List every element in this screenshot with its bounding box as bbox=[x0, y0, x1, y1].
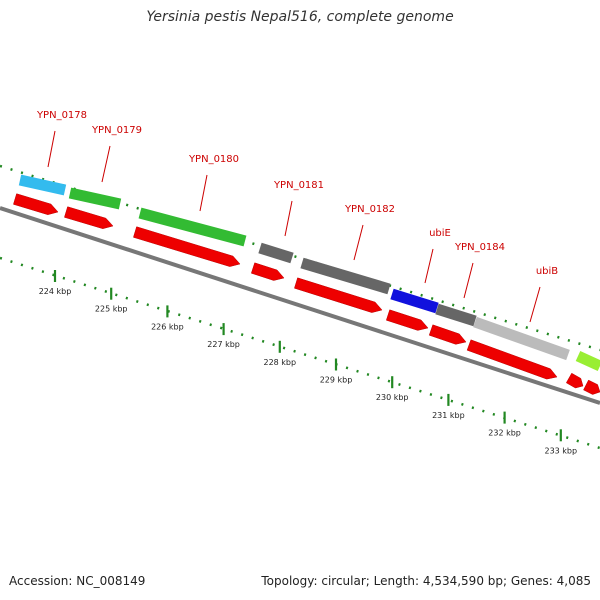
gene-label-leader bbox=[353, 224, 364, 261]
gene-label: YPN_0178 bbox=[36, 110, 87, 121]
cog-feature-3 bbox=[138, 207, 247, 247]
gene-label-leader bbox=[463, 262, 474, 299]
kbp-label: 229 kbp bbox=[320, 376, 353, 385]
cds-arrow-1 bbox=[13, 193, 59, 215]
cds-arrow-7 bbox=[428, 324, 467, 345]
kbp-label: 228 kbp bbox=[263, 358, 296, 367]
kbp-label: 226 kbp bbox=[151, 322, 184, 331]
gene-label: YPN_0184 bbox=[454, 242, 505, 253]
cds-arrow-6 bbox=[385, 309, 429, 331]
gene-label: YPN_0181 bbox=[273, 180, 324, 191]
kbp-label: 231 kbp bbox=[432, 411, 465, 420]
gene-label-leader bbox=[424, 248, 434, 284]
kbp-label: 224 kbp bbox=[39, 287, 72, 296]
accession-text: Accession: NC_008149 bbox=[9, 574, 146, 588]
cds-feature-track bbox=[13, 193, 600, 395]
cog-feature-1 bbox=[18, 174, 67, 196]
gene-labels: YPN_0178 YPN_0179 YPN_0180 YPN_0181 YPN_0182… bbox=[36, 110, 558, 323]
gene-label-leader bbox=[101, 145, 111, 183]
map-title: Yersinia pestis Nepal516, complete genom… bbox=[146, 9, 454, 25]
cog-feature-9 bbox=[575, 350, 600, 372]
cds-arrow-10 bbox=[583, 379, 600, 395]
kbp-label: 225 kbp bbox=[95, 305, 128, 314]
kbp-label: 232 kbp bbox=[488, 429, 521, 438]
gene-label-leader bbox=[529, 286, 541, 323]
cog-feature-5 bbox=[300, 257, 391, 295]
cds-arrow-3 bbox=[133, 226, 241, 267]
kbp-label: 233 kbp bbox=[544, 446, 577, 455]
cds-arrow-4 bbox=[250, 262, 285, 281]
cds-arrow-5 bbox=[294, 277, 383, 313]
kbp-label: 230 kbp bbox=[376, 393, 409, 402]
gene-label-leader bbox=[284, 200, 293, 237]
cog-feature-4 bbox=[258, 242, 294, 264]
gene-label: ubiE bbox=[429, 228, 451, 239]
cds-arrow-9 bbox=[565, 372, 584, 389]
backbone bbox=[0, 206, 600, 405]
kbp-ruler: 224 kbp 225 kbp 226 kbp 227 kbp 228 kbp 229 k… bbox=[39, 270, 577, 455]
cog-feature-6 bbox=[390, 288, 439, 314]
cog-feature-2 bbox=[68, 187, 122, 210]
cog-feature-track bbox=[18, 174, 600, 372]
cds-arrow-2 bbox=[64, 206, 114, 229]
backbone-line bbox=[0, 206, 600, 405]
gene-label-leader bbox=[199, 174, 208, 212]
cog-feature-7 bbox=[435, 303, 477, 327]
gene-label: YPN_0180 bbox=[188, 154, 239, 165]
gene-label: ubiB bbox=[536, 266, 558, 277]
gene-label-leader bbox=[47, 130, 56, 168]
gene-label: YPN_0182 bbox=[344, 204, 395, 215]
gene-label: YPN_0179 bbox=[91, 125, 142, 136]
cog-feature-8 bbox=[473, 316, 570, 361]
cds-arrow-8 bbox=[466, 339, 558, 380]
topology-text: Topology: circular; Length: 4,534,590 bp… bbox=[261, 574, 591, 588]
kbp-label: 227 kbp bbox=[207, 340, 240, 349]
